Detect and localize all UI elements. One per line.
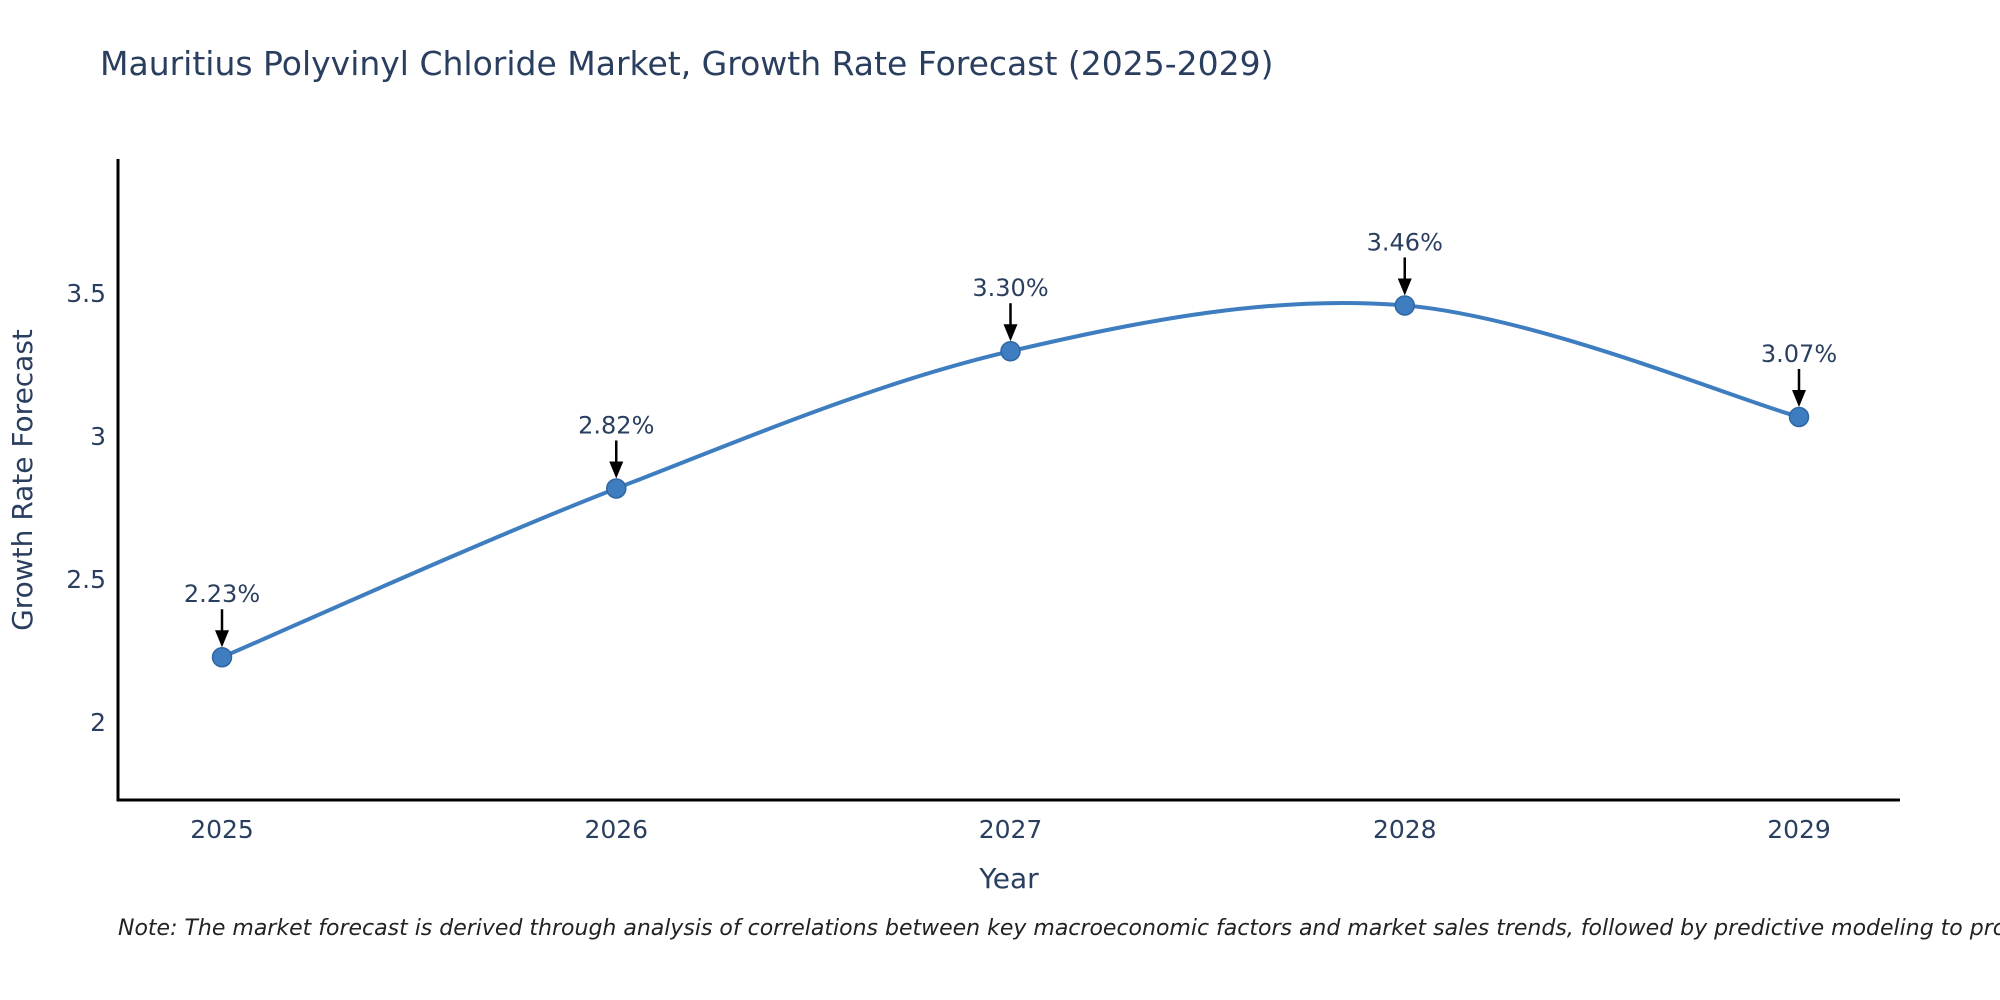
data-point-2027[interactable] — [1000, 340, 1021, 362]
series-markers — [211, 295, 1810, 668]
data-point-2026[interactable] — [606, 478, 627, 499]
annotation-2025: 2.23% — [184, 580, 260, 648]
x-tick-2027: 2027 — [979, 815, 1043, 844]
annotation-2026: 2.82% — [578, 411, 654, 479]
annotation-2029: 3.07% — [1761, 340, 1837, 407]
data-point-2029[interactable] — [1788, 406, 1810, 428]
annotation-label: 2.23% — [184, 580, 260, 608]
x-tick-2029: 2029 — [1767, 815, 1831, 844]
annotation-arrowhead-icon — [1003, 324, 1018, 342]
y-tick-2: 2 — [90, 708, 106, 737]
annotation-arrowhead-icon — [1792, 389, 1806, 407]
y-axis-title: Growth Rate Forecast — [6, 329, 39, 631]
data-point-2028[interactable] — [1394, 295, 1415, 316]
data-point-2025[interactable] — [211, 646, 233, 668]
annotation-2028: 3.46% — [1367, 228, 1443, 296]
annotation-label: 3.07% — [1761, 340, 1837, 368]
point-annotations: 2.23% 2.82% 3.30% 3.46% 3.07% — [184, 228, 1837, 648]
annotation-2027: 3.30% — [972, 274, 1049, 342]
annotation-label: 3.46% — [1367, 228, 1443, 256]
y-tick-3.5: 3.5 — [66, 279, 106, 308]
footnote: Note: The market forecast is derived thr… — [118, 916, 2000, 941]
y-tick-2.5: 2.5 — [66, 565, 106, 594]
annotation-label: 3.30% — [972, 274, 1048, 302]
chart-title: Mauritius Polyvinyl Chloride Market, Gro… — [100, 44, 1274, 83]
annotation-arrowhead-icon — [1397, 278, 1412, 296]
y-tick-3: 3 — [90, 422, 106, 451]
annotation-arrowhead-icon — [215, 630, 229, 648]
x-tick-2026: 2026 — [584, 815, 648, 844]
x-tick-2025: 2025 — [190, 815, 254, 844]
x-tick-2028: 2028 — [1373, 815, 1437, 844]
y-axis-tick-labels: 2 2.5 3 3.5 — [66, 279, 106, 737]
annotation-label: 2.82% — [578, 411, 654, 439]
x-axis-tick-labels: 2025 2026 2027 2028 2029 — [190, 815, 1831, 844]
annotation-arrowhead-icon — [609, 461, 624, 479]
x-axis-title: Year — [978, 862, 1039, 895]
